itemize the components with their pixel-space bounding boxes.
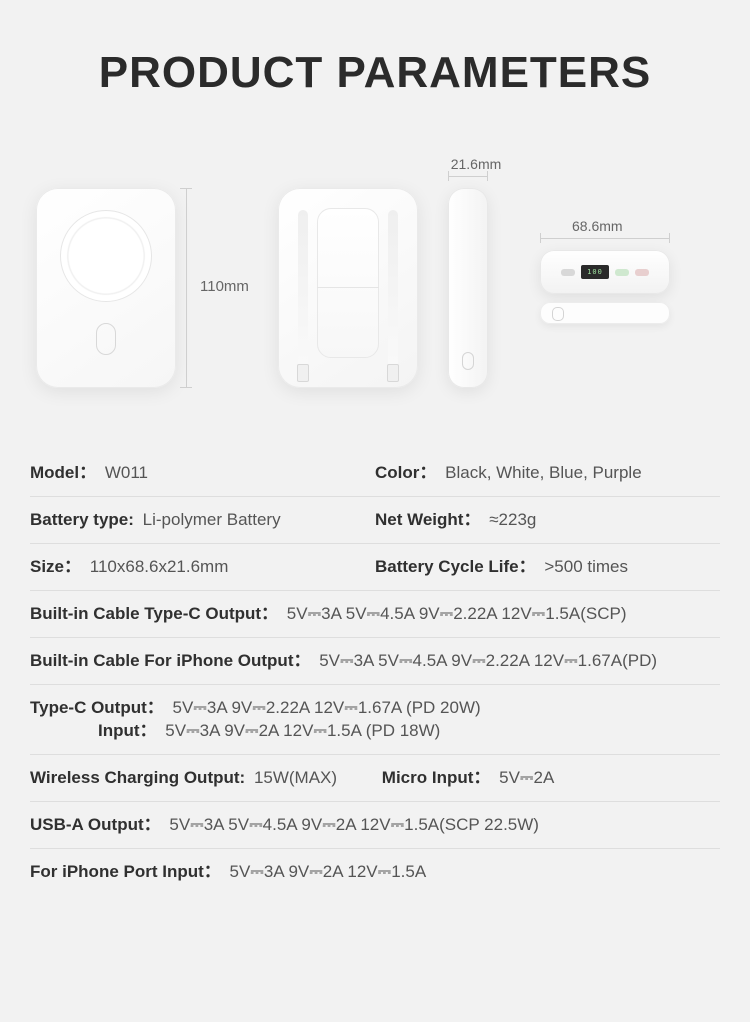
typec-in-label: Input： bbox=[30, 721, 157, 740]
back-view bbox=[278, 188, 418, 388]
table-row: USB-A Output： 5V⎓3A 5V⎓4.5A 9V⎓2A 12V⎓1.… bbox=[30, 802, 720, 849]
cable-iphone-value: 5V⎓3A 5V⎓4.5A 9V⎓2.22A 12V⎓1.67A(PD) bbox=[319, 651, 657, 670]
cycle-label: Battery Cycle Life： bbox=[375, 557, 536, 576]
typec-out-value: 5V⎓3A 9V⎓2.22A 12V⎓1.67A (PD 20W) bbox=[173, 698, 481, 717]
front-view bbox=[36, 188, 176, 388]
battery-type-value: Li-polymer Battery bbox=[143, 510, 281, 529]
height-dimension: 110mm bbox=[200, 278, 249, 295]
cable-right bbox=[388, 210, 398, 378]
product-images: 110mm 21.6mm 68.6mm 100 bbox=[0, 138, 750, 428]
color-value: Black, White, Blue, Purple bbox=[445, 463, 642, 482]
width-guide-line bbox=[540, 238, 670, 239]
typec-out-label: Type-C Output： bbox=[30, 698, 164, 717]
side-view bbox=[448, 188, 488, 388]
micro-label: Micro Input： bbox=[382, 768, 491, 787]
size-value: 110x68.6x21.6mm bbox=[90, 557, 229, 576]
lcd-display: 100 bbox=[581, 265, 609, 279]
model-value: W011 bbox=[105, 463, 148, 482]
port-lightning-icon bbox=[635, 269, 649, 276]
color-label: Color： bbox=[375, 463, 436, 482]
cable-c-value: 5V⎓3A 5V⎓4.5A 9V⎓2.22A 12V⎓1.5A(SCP) bbox=[287, 604, 627, 623]
thickness-dimension: 21.6mm bbox=[451, 156, 502, 172]
table-row: Built-in Cable For iPhone Output： 5V⎓3A … bbox=[30, 638, 720, 685]
cable-iphone-label: Built-in Cable For iPhone Output： bbox=[30, 651, 310, 670]
cable-left bbox=[298, 210, 308, 378]
bottom-edge-view bbox=[540, 302, 670, 324]
port-usbc-icon bbox=[561, 269, 575, 276]
table-row: Size： 110x68.6x21.6mm Battery Cycle Life… bbox=[30, 544, 720, 591]
kickstand bbox=[317, 208, 379, 358]
size-label: Size： bbox=[30, 557, 81, 576]
table-row: Built-in Cable Type-C Output： 5V⎓3A 5V⎓4… bbox=[30, 591, 720, 638]
model-label: Model： bbox=[30, 463, 96, 482]
iphone-in-value: 5V⎓3A 9V⎓2A 12V⎓1.5A bbox=[230, 862, 427, 881]
top-view: 100 bbox=[540, 250, 670, 294]
wireless-label: Wireless Charging Output: bbox=[30, 768, 245, 787]
width-dimension: 68.6mm bbox=[572, 218, 623, 234]
height-guide-line bbox=[186, 188, 187, 388]
table-row: For iPhone Port Input： 5V⎓3A 9V⎓2A 12V⎓1… bbox=[30, 849, 720, 895]
usba-label: USB-A Output： bbox=[30, 815, 161, 834]
plug-right bbox=[387, 364, 399, 382]
thickness-guide-line bbox=[448, 176, 488, 177]
wireless-value: 15W(MAX) bbox=[254, 768, 337, 787]
port-usba-icon bbox=[615, 269, 629, 276]
spec-table: Model： W011 Color： Black, White, Blue, P… bbox=[30, 450, 720, 895]
cycle-value: >500 times bbox=[544, 557, 628, 576]
table-row: Battery type: Li-polymer Battery Net Wei… bbox=[30, 497, 720, 544]
table-row: Type-C Output： 5V⎓3A 9V⎓2.22A 12V⎓1.67A … bbox=[30, 685, 720, 754]
table-row: Wireless Charging Output: 15W(MAX) Micro… bbox=[30, 755, 720, 802]
battery-type-label: Battery type: bbox=[30, 510, 134, 529]
plug-left bbox=[297, 364, 309, 382]
table-row: Model： W011 Color： Black, White, Blue, P… bbox=[30, 450, 720, 497]
iphone-in-label: For iPhone Port Input： bbox=[30, 862, 221, 881]
cable-c-label: Built-in Cable Type-C Output： bbox=[30, 604, 278, 623]
usba-value: 5V⎓3A 5V⎓4.5A 9V⎓2A 12V⎓1.5A(SCP 22.5W) bbox=[169, 815, 539, 834]
net-weight-label: Net Weight： bbox=[375, 510, 480, 529]
net-weight-value: ≈223g bbox=[489, 510, 536, 529]
page-title: PRODUCT PARAMETERS bbox=[0, 0, 750, 98]
micro-value: 5V⎓2A bbox=[499, 768, 554, 787]
typec-in-value: 5V⎓3A 9V⎓2A 12V⎓1.5A (PD 18W) bbox=[165, 721, 440, 740]
